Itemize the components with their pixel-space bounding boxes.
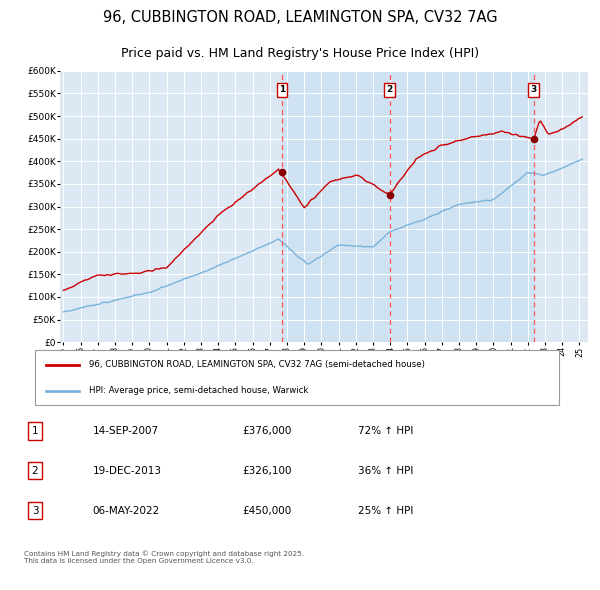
Text: Price paid vs. HM Land Registry's House Price Index (HPI): Price paid vs. HM Land Registry's House … bbox=[121, 47, 479, 60]
Text: 2: 2 bbox=[32, 466, 38, 476]
Text: Contains HM Land Registry data © Crown copyright and database right 2025.
This d: Contains HM Land Registry data © Crown c… bbox=[23, 550, 304, 564]
Text: 3: 3 bbox=[530, 86, 537, 94]
Text: 1: 1 bbox=[279, 86, 285, 94]
Text: 72% ↑ HPI: 72% ↑ HPI bbox=[358, 426, 413, 436]
Text: 19-DEC-2013: 19-DEC-2013 bbox=[92, 466, 161, 476]
Text: £376,000: £376,000 bbox=[242, 426, 292, 436]
FancyBboxPatch shape bbox=[35, 350, 559, 405]
Text: 25% ↑ HPI: 25% ↑ HPI bbox=[358, 506, 413, 516]
Text: 96, CUBBINGTON ROAD, LEAMINGTON SPA, CV32 7AG (semi-detached house): 96, CUBBINGTON ROAD, LEAMINGTON SPA, CV3… bbox=[89, 360, 425, 369]
Text: 36% ↑ HPI: 36% ↑ HPI bbox=[358, 466, 413, 476]
Text: £450,000: £450,000 bbox=[242, 506, 292, 516]
Text: 3: 3 bbox=[32, 506, 38, 516]
Text: 96, CUBBINGTON ROAD, LEAMINGTON SPA, CV32 7AG: 96, CUBBINGTON ROAD, LEAMINGTON SPA, CV3… bbox=[103, 10, 497, 25]
Text: 06-MAY-2022: 06-MAY-2022 bbox=[92, 506, 160, 516]
Text: HPI: Average price, semi-detached house, Warwick: HPI: Average price, semi-detached house,… bbox=[89, 386, 309, 395]
Text: 2: 2 bbox=[386, 86, 393, 94]
Bar bbox=[282, 71, 534, 342]
Text: 1: 1 bbox=[32, 426, 38, 436]
Text: £326,100: £326,100 bbox=[242, 466, 292, 476]
Text: 14-SEP-2007: 14-SEP-2007 bbox=[92, 426, 159, 436]
